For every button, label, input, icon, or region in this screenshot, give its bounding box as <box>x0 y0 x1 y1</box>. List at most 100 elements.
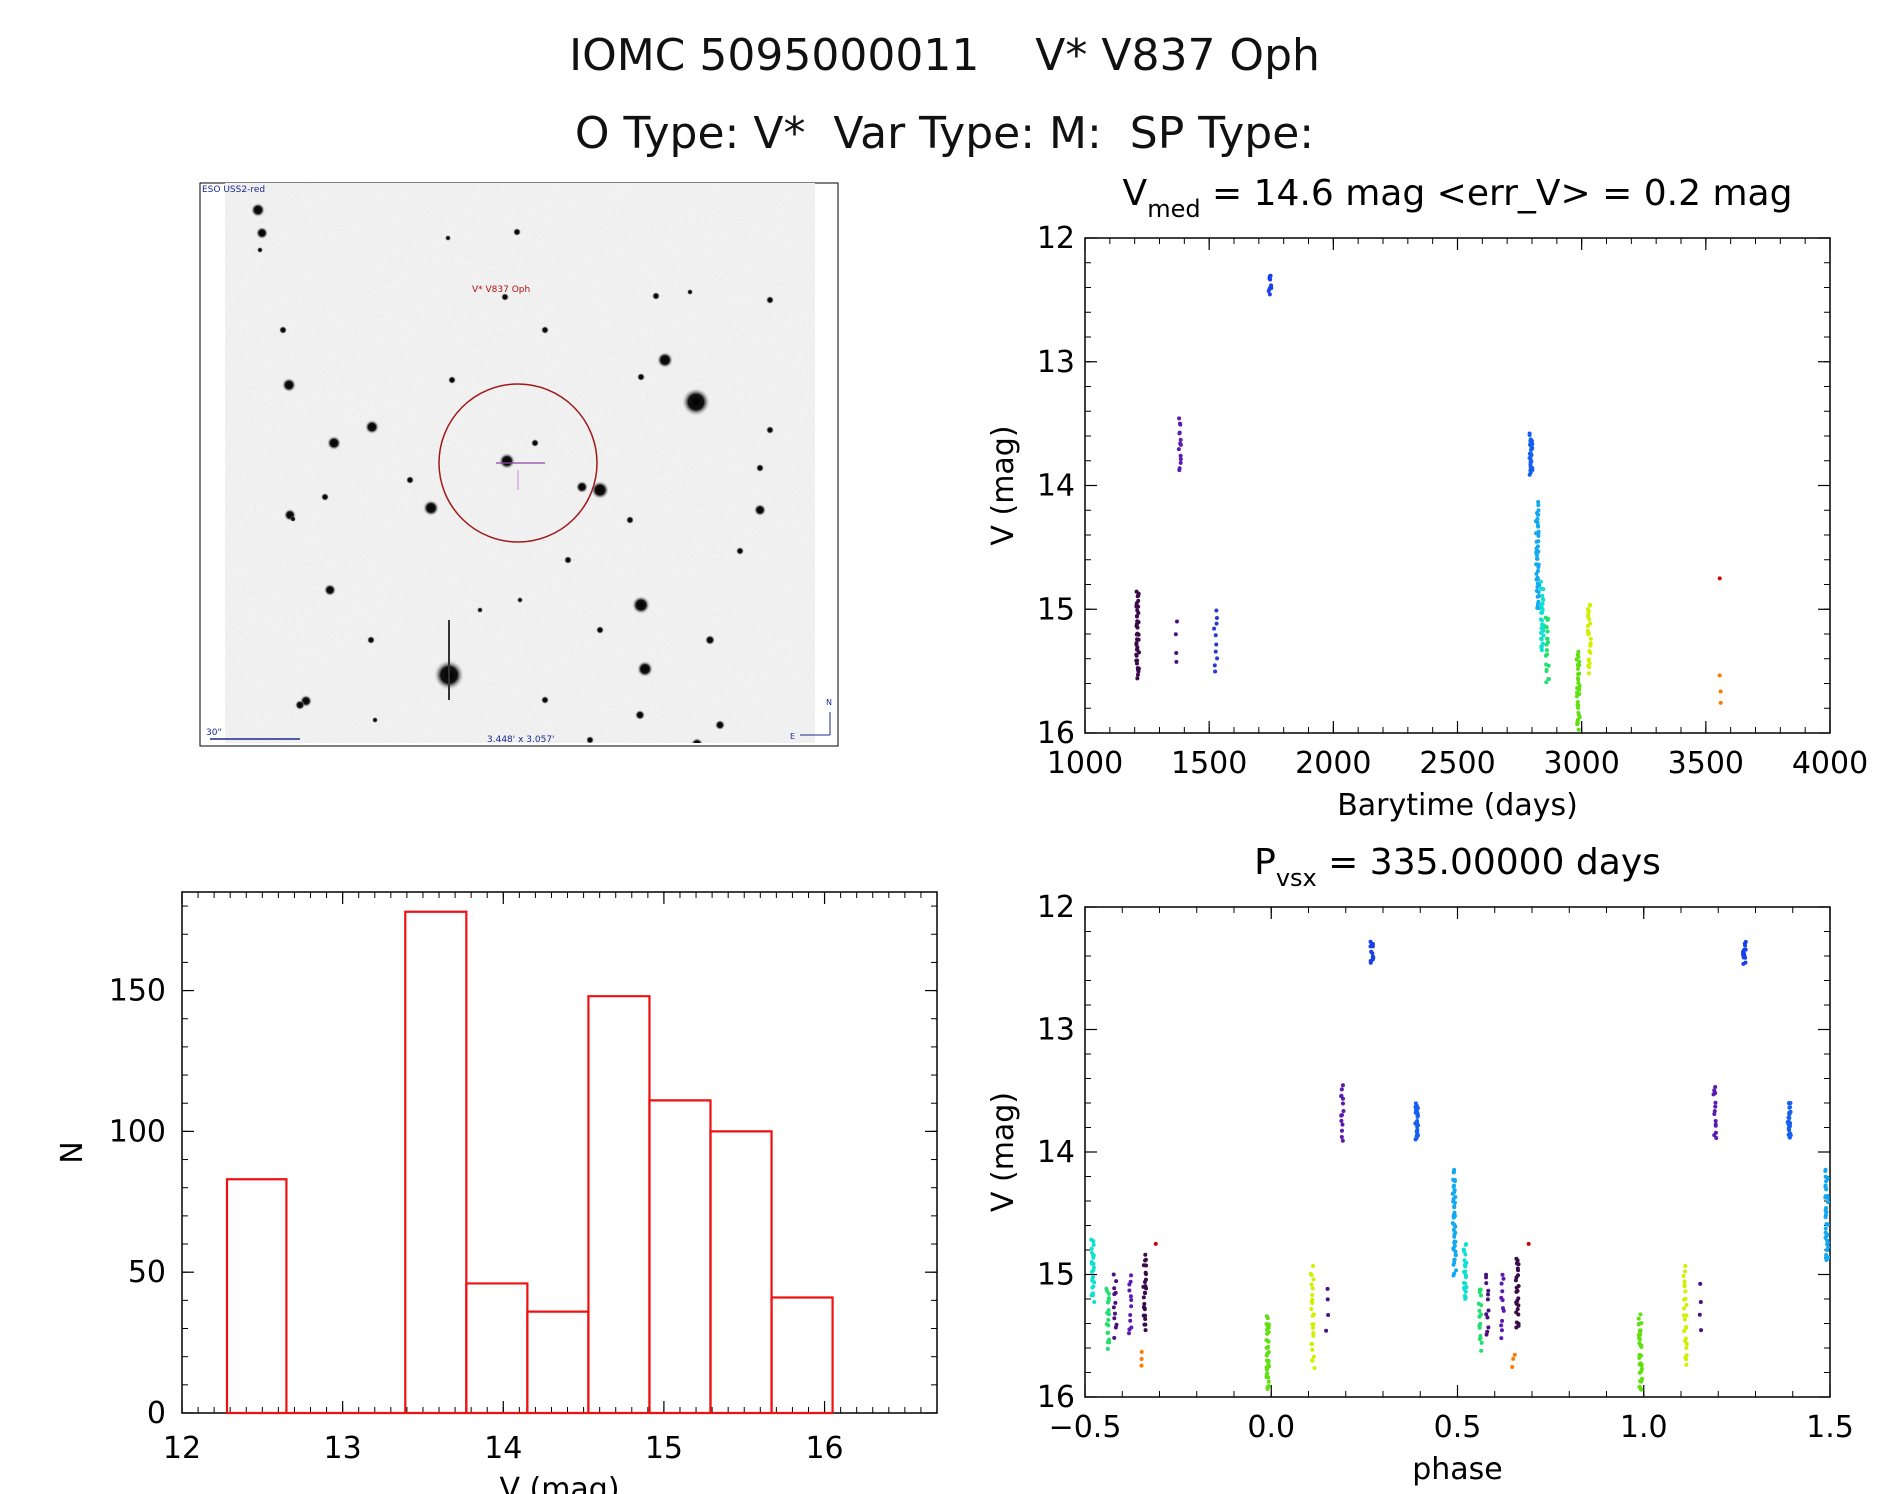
data-point <box>1311 1325 1316 1330</box>
data-point <box>1339 1135 1344 1140</box>
data-point <box>1538 586 1543 591</box>
data-point <box>1713 1084 1718 1089</box>
data-point <box>1514 1301 1519 1306</box>
data-point <box>1174 651 1179 656</box>
data-point <box>1575 722 1580 727</box>
data-point <box>1268 284 1273 289</box>
data-point <box>1266 1379 1271 1384</box>
data-point <box>1452 1271 1457 1276</box>
data-point <box>1826 1245 1830 1250</box>
data-point <box>1534 553 1539 558</box>
data-point <box>1587 661 1592 666</box>
data-point <box>1451 1197 1456 1202</box>
y-tick-label: 50 <box>128 1255 166 1290</box>
data-point <box>1713 1123 1718 1128</box>
data-point <box>1698 1281 1703 1286</box>
data-point <box>1452 1243 1457 1248</box>
data-point <box>1586 632 1591 637</box>
data-point <box>1637 1328 1642 1333</box>
data-point <box>1452 1240 1457 1245</box>
data-point <box>1712 1109 1717 1114</box>
data-point <box>1452 1222 1457 1227</box>
data-point <box>1173 632 1178 637</box>
data-point <box>1135 666 1140 671</box>
data-point <box>1415 1110 1420 1115</box>
data-point <box>1105 1346 1110 1351</box>
data-point <box>1309 1272 1314 1277</box>
data-point <box>1741 947 1746 952</box>
data-point <box>1339 1128 1344 1133</box>
data-point <box>1587 648 1592 653</box>
data-point <box>1136 667 1141 672</box>
data-point <box>1528 460 1533 465</box>
finder-star <box>564 556 572 564</box>
data-point <box>1514 1256 1519 1261</box>
data-point <box>1576 649 1581 654</box>
data-point <box>1541 628 1546 633</box>
data-point <box>1639 1366 1644 1371</box>
data-point <box>1530 467 1535 472</box>
data-point <box>1310 1300 1315 1305</box>
data-point <box>1528 448 1533 453</box>
data-point <box>1545 629 1550 634</box>
data-point <box>1824 1234 1829 1239</box>
data-point <box>1265 1331 1270 1336</box>
data-point <box>1585 628 1590 633</box>
data-point <box>1090 1276 1095 1281</box>
data-point <box>1637 1321 1642 1326</box>
data-point <box>1545 652 1550 657</box>
data-point <box>1462 1271 1467 1276</box>
data-point <box>1479 1340 1484 1345</box>
data-point <box>1540 641 1545 646</box>
data-point <box>1535 585 1540 590</box>
data-point <box>1267 275 1272 280</box>
data-point <box>1541 623 1546 628</box>
data-point <box>1451 1246 1456 1251</box>
data-point <box>1788 1133 1793 1138</box>
y-tick-label: 14 <box>1037 469 1075 504</box>
data-point <box>1478 1287 1483 1292</box>
data-point <box>1092 1280 1097 1285</box>
data-point <box>1128 1312 1133 1317</box>
data-point <box>1575 703 1580 708</box>
data-point <box>1368 959 1373 964</box>
data-point <box>1544 668 1549 673</box>
data-point <box>1527 456 1532 461</box>
data-point <box>1369 941 1374 946</box>
data-point <box>1575 662 1580 667</box>
data-point <box>1090 1269 1095 1274</box>
data-point <box>1544 625 1549 630</box>
data-point <box>1823 1167 1828 1172</box>
data-point <box>1415 1128 1420 1133</box>
data-point <box>1698 1300 1703 1305</box>
data-point <box>1740 951 1745 956</box>
ph-axes-frame <box>1084 906 1831 1398</box>
data-point <box>1112 1311 1117 1316</box>
data-point <box>1786 1101 1791 1106</box>
data-point <box>1464 1285 1469 1290</box>
data-point <box>1177 416 1182 421</box>
data-point <box>1529 438 1534 443</box>
data-point <box>1134 652 1139 657</box>
data-point <box>1413 1121 1418 1126</box>
data-point <box>1453 1253 1458 1258</box>
finder-star <box>434 660 464 690</box>
finder-star <box>591 481 609 499</box>
finder-star <box>715 720 725 730</box>
data-point <box>1516 1283 1521 1288</box>
data-point <box>1136 591 1141 596</box>
data-point <box>1266 1322 1271 1327</box>
data-point <box>1453 1239 1458 1244</box>
data-point <box>1266 1359 1271 1364</box>
data-point <box>1104 1286 1109 1291</box>
data-point <box>1454 1268 1459 1273</box>
finder-star <box>736 547 744 555</box>
data-point <box>1370 941 1375 946</box>
data-point <box>1536 577 1541 582</box>
data-point <box>1575 652 1580 657</box>
data-point <box>1528 452 1533 457</box>
data-point <box>1537 582 1542 587</box>
data-point <box>1684 1362 1689 1367</box>
data-point <box>1477 1337 1482 1342</box>
data-point <box>1451 1177 1456 1182</box>
